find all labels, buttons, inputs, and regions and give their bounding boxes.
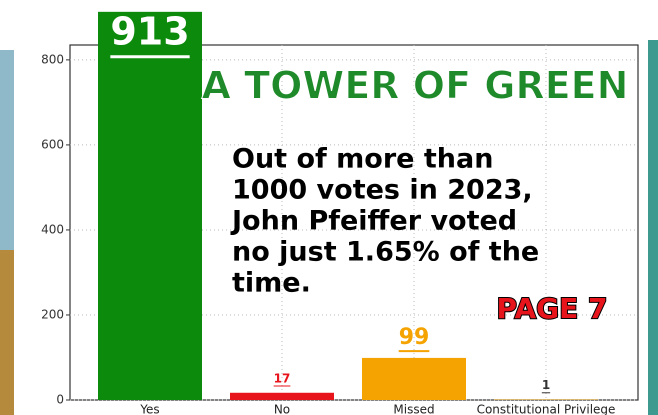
bars [98,11,598,401]
x-tick-label: Missed [393,403,434,415]
value-label: 99 [399,325,430,350]
x-tick-label: Constitutional Privilege [477,403,616,415]
y-tick-label: 0 [56,393,64,407]
value-label: 17 [274,371,291,385]
chart-title: A TOWER OF GREEN [202,64,629,108]
y-tick-label: 400 [41,222,64,236]
y-tick-label: 200 [41,307,64,321]
annotation-line: time. [232,268,311,299]
bar [362,357,466,400]
photo-strip [0,250,14,415]
photo-strip [648,40,658,415]
grid [70,45,638,401]
x-tick-label: Yes [139,403,159,415]
bar [230,392,334,400]
annotation-line: 1000 votes in 2023, [232,175,533,206]
y-tick-label: 600 [41,137,64,151]
value-label: 913 [110,10,189,54]
annotation-line: John Pfeiffer voted [230,206,517,237]
annotation-line: no just 1.65% of the [232,237,539,268]
bar [98,11,202,401]
value-label: 1 [542,378,550,392]
y-tick-label: 800 [41,52,64,66]
annotation-line: Out of more than [232,144,493,175]
x-tick-label: No [274,403,290,415]
page-badge: PAGE 7 [497,292,608,325]
